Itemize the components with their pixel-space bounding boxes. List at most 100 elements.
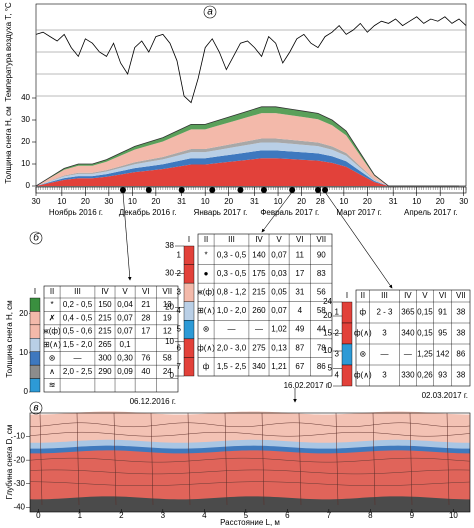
strip-layer xyxy=(183,357,195,377)
strip-layer xyxy=(183,282,195,302)
table-cell: 58 xyxy=(163,354,172,363)
table-cell: 86 xyxy=(317,362,326,371)
table-cell: 0,07 xyxy=(117,313,133,322)
table-axis-tick-label: 0 xyxy=(24,387,29,396)
profile-trace xyxy=(113,412,117,506)
distance-tick-label: 0 xyxy=(36,511,41,520)
distance-tick-label: 10 xyxy=(449,511,458,520)
table-cell: 11 xyxy=(296,250,305,259)
table-cell: ✗ xyxy=(49,313,56,322)
snow-layer xyxy=(36,150,459,186)
profile-trace xyxy=(187,412,191,506)
table-cell: 19 xyxy=(163,313,172,322)
row-number: 5 xyxy=(177,325,182,334)
table-cell: 0,03 xyxy=(271,269,287,278)
table-cell: ⊚ xyxy=(49,354,56,363)
table-cell: 87 xyxy=(295,343,304,352)
day-tick-label: 20 xyxy=(363,197,372,206)
strip-layer xyxy=(29,364,41,379)
table-cell: 38 xyxy=(456,329,465,338)
table-cell: 300 xyxy=(98,354,112,363)
table-date: 02.03.2017 г. xyxy=(422,391,468,400)
row-number: 1 xyxy=(335,308,340,317)
table-header: IV xyxy=(101,287,109,296)
table-cell: 49 xyxy=(295,325,304,334)
month-label: Январь 2017 г. xyxy=(194,208,248,217)
table-header: III xyxy=(228,235,235,244)
table-axis-tick-label: 15 xyxy=(323,329,332,338)
table-cell: 140 xyxy=(252,250,266,259)
month-label: Ноябрь 2016 г. xyxy=(49,208,103,217)
table-cell: 3 xyxy=(382,329,387,338)
table-cell: 2,0 - 2,5 xyxy=(63,367,93,376)
panel-letter-circle xyxy=(29,401,43,415)
strip-layer xyxy=(341,301,353,324)
snow-layer xyxy=(36,142,459,186)
month-label: Февраль 2017 г. xyxy=(260,208,319,217)
profile-boundary xyxy=(29,469,471,475)
day-tick-label: 20 xyxy=(81,197,90,206)
day-tick-label: 10 xyxy=(128,197,137,206)
row-number: 3 xyxy=(335,350,340,359)
table-cell: ∧ xyxy=(49,367,55,376)
table-cell: 38 xyxy=(456,308,465,317)
day-tick-label: 20 xyxy=(436,197,445,206)
profile-trace xyxy=(298,412,302,506)
table-cell: 340 xyxy=(252,362,266,371)
table-cell: 1,25 xyxy=(417,350,433,359)
table-axis-tick-label: 30 xyxy=(165,268,174,277)
table-cell: 0,26 xyxy=(417,371,433,380)
table-cell: 2 - 3 xyxy=(376,308,393,317)
table-cell: 21 xyxy=(141,300,150,309)
temperature-axis-label: Температура воздуха Т, °С xyxy=(4,2,13,102)
pit-marker xyxy=(260,187,267,193)
table-cell: ф(∧) xyxy=(197,343,215,352)
arrow xyxy=(261,191,293,233)
arrow xyxy=(122,191,132,281)
month-label: Апрель 2017 г. xyxy=(404,208,458,217)
table-axis-tick-label: 0 xyxy=(170,371,175,380)
distance-tick-label: 8 xyxy=(368,511,373,520)
distance-tick-label: 5 xyxy=(244,511,249,520)
strip-layer xyxy=(183,301,195,321)
panel-letter-circle xyxy=(29,231,43,245)
row-number: 3 xyxy=(177,288,182,297)
table-cell: 0,3 - 0,5 xyxy=(217,269,247,278)
table-cell: ≋ xyxy=(49,380,56,389)
month-label: Март 2017 г. xyxy=(336,208,382,217)
table-cell: ф(∧) xyxy=(354,329,372,338)
profile-trace xyxy=(150,412,154,506)
table-cell: 175 xyxy=(252,269,266,278)
table-header: I xyxy=(188,235,190,244)
day-tick-label: 30 xyxy=(459,197,468,206)
row-number: 7 xyxy=(177,362,182,371)
depth-tick-label: -30 xyxy=(13,479,25,488)
day-tick-label: 10 xyxy=(339,197,348,206)
table-cell: 0,1 xyxy=(120,340,132,349)
day-tick-label: 10 xyxy=(201,197,210,206)
profile-trace xyxy=(372,412,376,506)
table-cell: ⊚ xyxy=(359,350,366,359)
table-frame xyxy=(43,285,179,393)
table-cell: 0,5 - 0,6 xyxy=(63,327,93,336)
table-cell: 0,8 - 1,2 xyxy=(217,288,247,297)
strip-layer xyxy=(29,378,41,393)
table-cell: 330 xyxy=(401,371,415,380)
table-cell: ж(ф) xyxy=(197,288,215,297)
strip-layer xyxy=(183,264,195,284)
row-number: 4 xyxy=(177,306,182,315)
table-cell: 0,13 xyxy=(271,343,287,352)
profile-boundary xyxy=(29,481,471,486)
table-cell: 1,02 xyxy=(271,325,287,334)
table-frame xyxy=(197,233,333,377)
snow-tick-label: 40 xyxy=(21,93,30,102)
table-cell: 13 xyxy=(163,300,172,309)
snow-layer xyxy=(36,113,459,186)
snow-tick-label: 0 xyxy=(26,181,31,190)
table-cell: 0,09 xyxy=(117,367,133,376)
distance-tick-label: 6 xyxy=(285,511,290,520)
table-cell: 340 xyxy=(401,329,415,338)
table-cell: 28 xyxy=(141,313,150,322)
table-header: III xyxy=(74,287,81,296)
table-cell: 58 xyxy=(317,306,326,315)
